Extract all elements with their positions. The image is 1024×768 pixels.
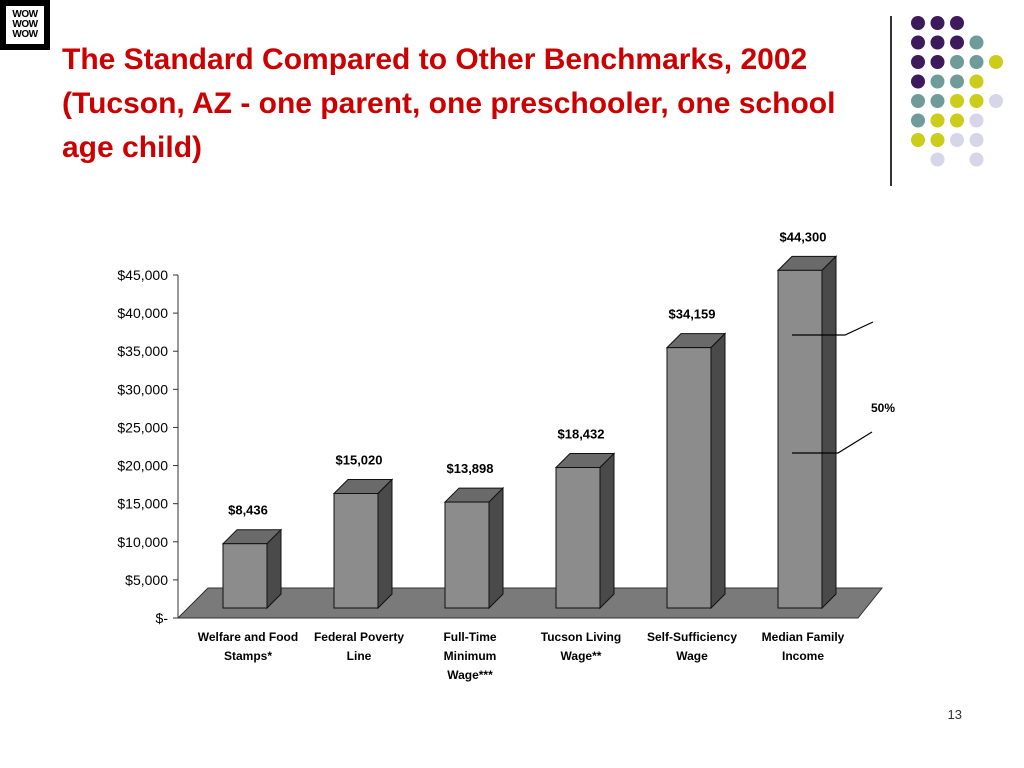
decorative-dot xyxy=(969,152,984,167)
decorative-dot xyxy=(930,152,945,167)
bar-front-face xyxy=(777,269,823,609)
bar xyxy=(221,528,283,610)
decorative-dot xyxy=(930,55,945,69)
bar-front-face xyxy=(444,501,490,609)
bar-front-face xyxy=(333,493,379,609)
decorative-dot xyxy=(911,113,925,128)
x-tick-label: Wage** xyxy=(561,649,602,663)
decorative-dot xyxy=(911,55,925,69)
decorative-dot-grid xyxy=(911,16,1003,167)
x-tick-label: Stamps* xyxy=(224,649,272,663)
logo-line: WOW xyxy=(12,29,38,40)
data-label: $13,898 xyxy=(447,461,494,476)
annotation-line-lower xyxy=(792,431,873,454)
decorative-dot xyxy=(950,35,964,50)
x-tick-label: Minimum xyxy=(444,649,497,663)
decorative-dot xyxy=(950,55,964,69)
decorative-dot xyxy=(950,16,964,30)
x-tick-label: Line xyxy=(347,649,372,663)
data-label: $18,432 xyxy=(558,427,605,442)
decorative-dot xyxy=(911,74,925,89)
bar xyxy=(776,255,838,610)
bar-side-face xyxy=(821,255,837,610)
decorative-dot xyxy=(911,16,925,30)
bar-side-face xyxy=(377,478,393,610)
decorative-dot xyxy=(950,94,964,108)
y-tick-label: $10,000 xyxy=(117,534,168,550)
y-tick-label: $20,000 xyxy=(117,458,168,474)
x-tick-label: Federal Poverty xyxy=(314,630,404,644)
decorative-dot xyxy=(989,55,1003,69)
x-tick-label: Median Family xyxy=(762,630,845,644)
y-tick-label: $45,000 xyxy=(117,267,168,283)
bar-front-face xyxy=(555,467,601,609)
bar xyxy=(443,486,505,610)
decorative-dot xyxy=(950,133,964,147)
decorative-dot xyxy=(930,35,945,50)
data-label: $34,159 xyxy=(669,307,716,322)
decorative-dot xyxy=(969,133,984,147)
data-label: $8,436 xyxy=(228,503,268,518)
y-tick-label: $25,000 xyxy=(117,419,168,435)
y-tick-label: $30,000 xyxy=(117,381,168,397)
chart-floor xyxy=(176,587,884,619)
bar xyxy=(665,332,727,610)
bar-front-face xyxy=(222,543,268,609)
annotation-line-upper xyxy=(792,321,874,336)
decorative-dot xyxy=(969,94,984,108)
bar-side-face xyxy=(266,528,282,610)
decorative-dot xyxy=(911,133,925,147)
bar xyxy=(332,478,394,610)
x-tick-label: Full-Time xyxy=(443,630,496,644)
y-tick-label: $15,000 xyxy=(117,496,168,512)
bar-side-face xyxy=(599,452,615,610)
y-tick-label: $35,000 xyxy=(117,343,168,359)
decorative-dot xyxy=(969,113,984,128)
x-tick-label: Self-Sufficiency xyxy=(647,630,737,644)
x-tick-label: Wage*** xyxy=(447,668,493,682)
decorative-dot xyxy=(969,55,984,69)
logo-line: WOW xyxy=(12,9,38,20)
decorative-dot xyxy=(989,94,1003,108)
page-number: 13 xyxy=(947,707,962,722)
decorative-dot xyxy=(911,94,925,108)
decorative-dot xyxy=(930,113,945,128)
bar-front-face xyxy=(666,347,712,609)
bar xyxy=(554,452,616,610)
decorative-dot xyxy=(950,113,964,128)
decorative-dot xyxy=(969,35,984,50)
x-tick-label: Tucson Living xyxy=(541,630,621,644)
data-label: $15,020 xyxy=(336,453,383,468)
x-tick-label: Welfare and Food xyxy=(198,630,298,644)
logo-line: WOW xyxy=(12,19,38,30)
bar-side-face xyxy=(488,486,504,610)
annotation-label: 50% xyxy=(871,401,895,415)
decorative-dot xyxy=(930,94,945,108)
decorative-dot xyxy=(930,16,945,30)
bar-side-face xyxy=(710,332,726,610)
decorative-dot xyxy=(930,74,945,89)
divider-line xyxy=(890,16,892,186)
y-tick-label: $5,000 xyxy=(125,572,168,588)
wow-logo: WOW WOW WOW xyxy=(0,0,50,50)
y-tick-label: $40,000 xyxy=(117,305,168,321)
decorative-dot xyxy=(950,74,964,89)
decorative-dot xyxy=(911,35,925,50)
decorative-dot xyxy=(930,133,945,147)
y-tick-label: $- xyxy=(156,610,169,626)
decorative-dot xyxy=(969,74,984,89)
data-label: $44,300 xyxy=(780,229,827,244)
bar-chart: $- $5,000 $10,000 $15,000 $20,000 $25,000 $30,… xyxy=(117,229,895,682)
x-tick-label: Income xyxy=(782,649,824,663)
slide-title: The Standard Compared to Other Benchmark… xyxy=(62,43,836,164)
x-tick-label: Wage xyxy=(676,649,708,663)
